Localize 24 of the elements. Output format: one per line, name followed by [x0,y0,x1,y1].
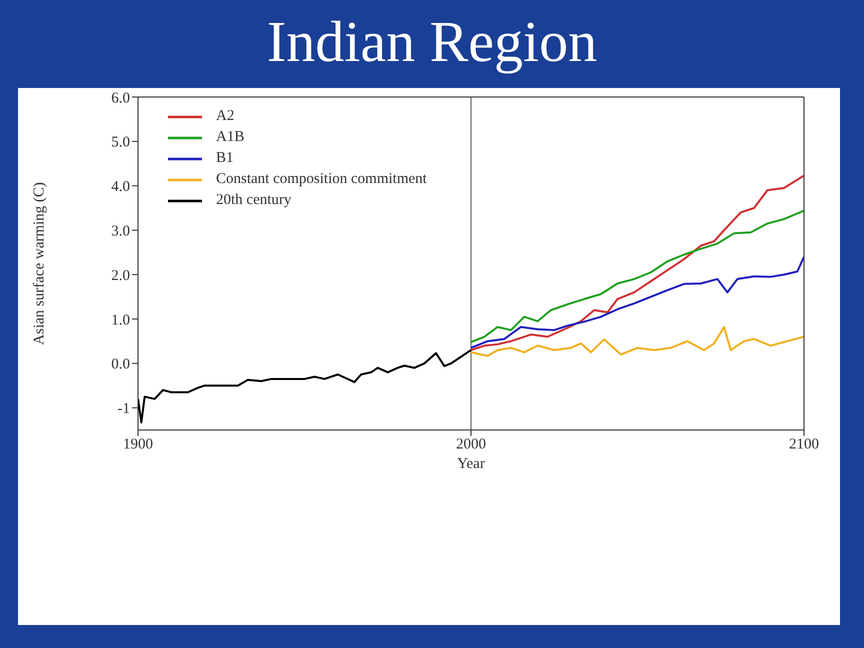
legend-label: A1B [216,129,244,146]
legend-label: A2 [216,108,234,125]
line-series [470,256,804,349]
legend-label: B1 [216,150,234,167]
y-tick-label: 2.0 [111,268,130,284]
line-series [470,210,804,344]
x-tick-label: 2000 [456,436,486,453]
line-series [470,326,804,357]
line-series [138,349,472,424]
y-tick-label: 3.0 [111,224,130,240]
y-tick-label: -1 [118,401,130,418]
line-series [470,174,804,352]
x-axis-title: Year [457,456,485,472]
x-tick-label: 1900 [123,436,153,453]
y-tick-label: 5.0 [111,134,130,151]
y-tick-label: 6.0 [111,90,130,106]
legend-label: Constant composition commitment [216,171,427,188]
legend-label: 20th century [216,192,292,209]
x-tick-label: 2100 [789,436,819,453]
y-axis-title: Asian surface warming (C) [31,182,48,345]
chart-title: Indian Region [266,8,598,75]
y-tick-label: 1.0 [111,312,130,328]
y-tick-label: 0.0 [111,356,130,373]
y-tick-label: 4.0 [111,179,130,196]
